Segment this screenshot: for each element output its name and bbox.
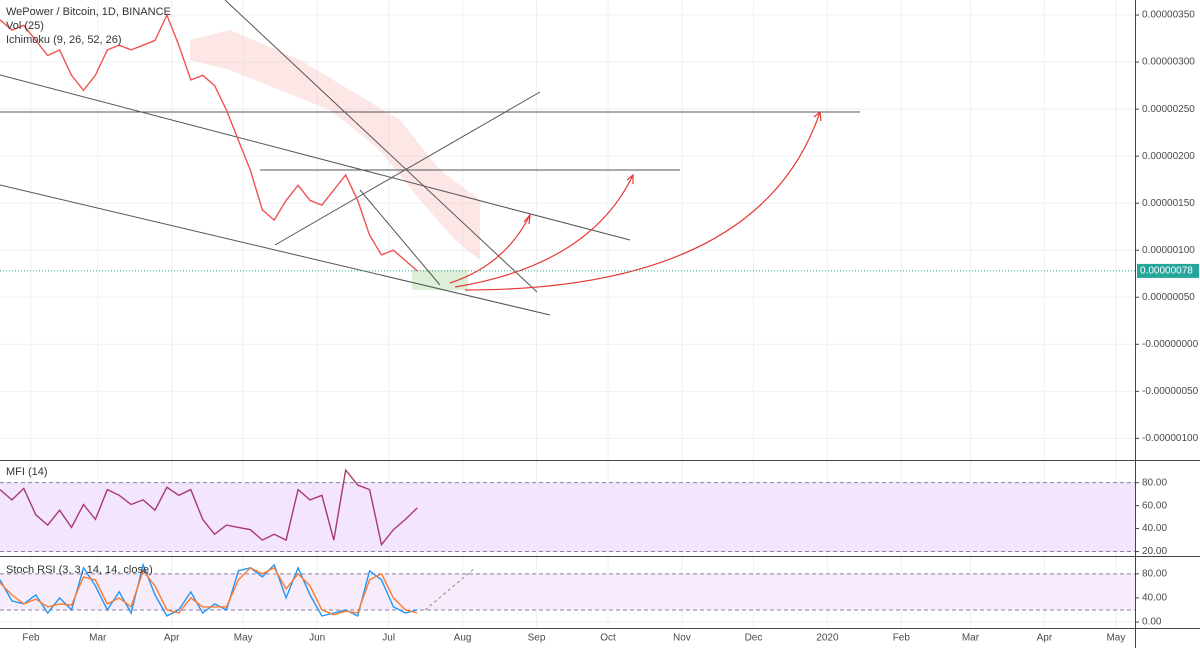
chart-title: WePower / Bitcoin, 1D, BINANCE: [6, 6, 171, 18]
zone: [412, 270, 468, 290]
ichimoku-cloud: [190, 30, 480, 260]
y-tick-label: 0.00000050: [1142, 292, 1195, 303]
projection-line: [424, 567, 476, 611]
x-tick-label: May: [234, 633, 253, 644]
x-tick-label: Nov: [673, 633, 691, 644]
x-tick-label: Jul: [382, 633, 395, 644]
projection-arrow: [449, 214, 531, 284]
x-tick-label: Aug: [454, 633, 472, 644]
series-line: [0, 566, 418, 616]
y-tick-label: 40.00: [1142, 523, 1167, 534]
trendline: [274, 91, 541, 246]
last-price-label: 0.00000078: [1140, 266, 1193, 277]
mfi-legend: MFI (14): [6, 466, 48, 478]
x-tick-label: Mar: [89, 633, 107, 644]
y-tick-label: -0.00000100: [1142, 433, 1199, 444]
drawings: [0, 0, 860, 611]
y-tick-label: 0.00000100: [1142, 245, 1195, 256]
trendline: [0, 184, 551, 316]
x-tick-label: 2020: [816, 633, 839, 644]
series-line: [0, 13, 418, 272]
x-tick-label: Feb: [893, 633, 911, 644]
series-line: [0, 468, 418, 547]
y-tick-label: 0.00: [1142, 617, 1162, 628]
y-tick-label: 0.00000250: [1142, 104, 1195, 115]
x-tick-label: Sep: [528, 633, 546, 644]
x-tick-label: Dec: [745, 633, 763, 644]
x-tick-label: May: [1106, 633, 1125, 644]
y-tick-label: 0.00000300: [1142, 57, 1195, 68]
projection-arrow: [464, 111, 821, 291]
y-tick-label: 20.00: [1142, 546, 1167, 557]
x-tick-label: Feb: [22, 633, 40, 644]
y-tick-label: 60.00: [1142, 500, 1167, 511]
ichimoku-legend: Ichimoku (9, 26, 52, 26): [6, 34, 122, 46]
last-price-badge: [1137, 263, 1199, 278]
y-tick-label: 80.00: [1142, 568, 1167, 579]
x-tick-label: Mar: [962, 633, 980, 644]
projection-arrow: [454, 174, 634, 288]
y-tick-label: 0.00000350: [1142, 10, 1195, 21]
labels: WePower / Bitcoin, 1D, BINANCE Vol (25) …: [6, 6, 1199, 644]
x-tick-label: Jun: [309, 633, 325, 644]
stoch-legend: Stoch RSI (3, 3, 14, 14, close): [6, 564, 153, 576]
band: [0, 573, 1135, 610]
y-tick-label: 80.00: [1142, 477, 1167, 488]
trendline: [359, 189, 441, 286]
y-tick-label: -0.00000000: [1142, 339, 1199, 350]
y-tick-label: -0.00000050: [1142, 386, 1199, 397]
trendline: [224, 0, 538, 293]
band: [0, 482, 1135, 552]
series: [0, 13, 1135, 618]
bands: [0, 482, 1135, 611]
x-tick-label: Oct: [600, 633, 616, 644]
y-tick-label: 0.00000150: [1142, 198, 1195, 209]
volume-legend: Vol (25): [6, 20, 44, 32]
y-tick-label: 0.00000200: [1142, 151, 1195, 162]
x-tick-label: Apr: [164, 633, 180, 644]
arrow-head: [523, 110, 822, 225]
x-tick-label: Apr: [1037, 633, 1053, 644]
y-tick-label: 40.00: [1142, 593, 1167, 604]
trendline: [0, 74, 631, 241]
